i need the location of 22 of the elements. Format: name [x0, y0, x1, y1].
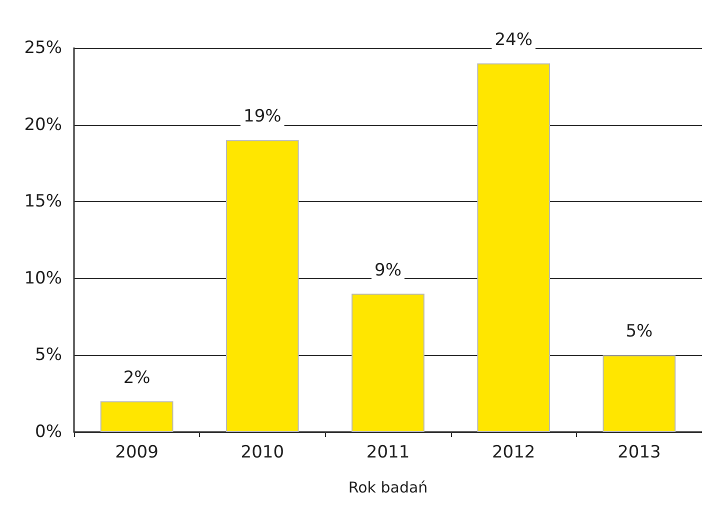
data-label: 5%: [626, 322, 653, 342]
x-tick-label: 2013: [618, 442, 661, 462]
y-tick-label: 20%: [24, 114, 62, 135]
x-tick-label: 2009: [115, 442, 158, 462]
data-label: 19%: [244, 106, 282, 127]
data-label: 9%: [374, 260, 402, 280]
data-label: 24%: [494, 30, 532, 50]
y-tick-label: 5%: [35, 345, 62, 366]
x-tick-label: 2010: [240, 442, 284, 462]
data-label: 2%: [123, 368, 150, 388]
y-tick-label: 25%: [24, 38, 62, 58]
bar: [226, 140, 299, 432]
x-tick-label: 2011: [366, 442, 410, 462]
bar: [477, 63, 550, 432]
y-tick-label: 15%: [24, 192, 62, 212]
x-tick-label: 2012: [492, 442, 536, 462]
bar: [602, 355, 676, 432]
bar: [100, 401, 174, 432]
y-tick-label: 0%: [35, 422, 62, 442]
x-axis-title: Rok badań: [348, 478, 428, 496]
y-tick-label: 10%: [24, 268, 62, 288]
bar: [352, 294, 424, 432]
